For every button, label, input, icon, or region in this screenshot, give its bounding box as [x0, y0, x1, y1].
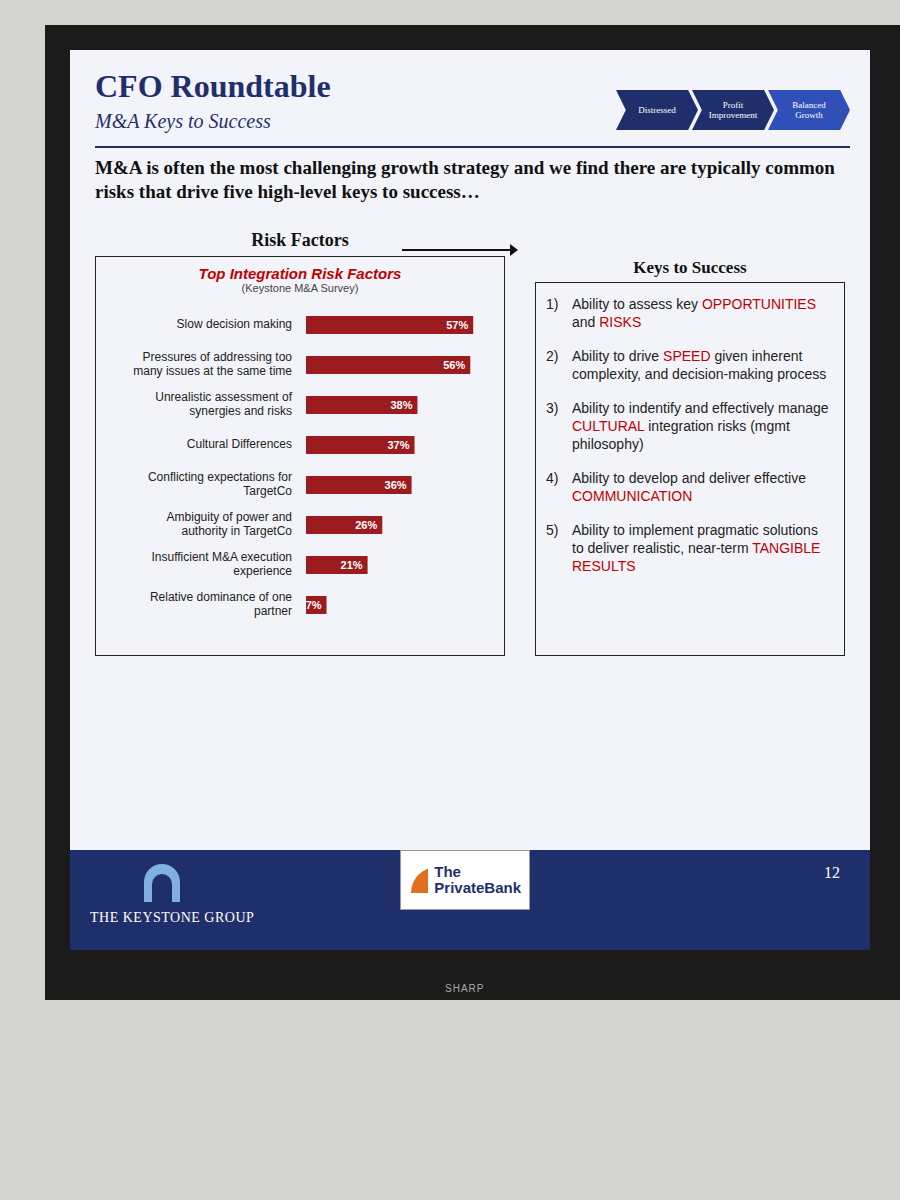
- svg-text:7%: 7%: [306, 599, 322, 611]
- svg-text:Unrealistic assessment ofsyner: Unrealistic assessment ofsynergies and r…: [155, 390, 292, 418]
- html-text:CULTURAL integration risks (mg: CULTURAL integration risks (mgmt philoso…: [572, 418, 790, 452]
- html-text:Ability to drive SPEED given i: Ability to drive SPEED given inherent co…: [572, 348, 827, 382]
- html-text:COMMUNICATION: COMMUNICATION: [572, 488, 693, 504]
- svg-text:Slow decision making: Slow decision making: [177, 317, 292, 331]
- html-text:Top Integration Risk Factors: Top Integration Risk Factors: [198, 265, 402, 282]
- html-text:Distressed: Distressed: [638, 105, 676, 115]
- svg-text:Insufficient M&A executionexpe: Insufficient M&A executionexperience: [151, 550, 292, 578]
- svg-text:Pressures of addressing tooman: Pressures of addressing toomany issues a…: [133, 350, 292, 378]
- html-text:Ability to implement pragmatic: Ability to implement pragmatic solutions…: [572, 522, 821, 574]
- html-text:12: 12: [824, 864, 840, 881]
- html-text:Profit Improvement: Profit Improvement: [708, 100, 758, 120]
- html-text:CFO Roundtable: CFO Roundtable: [95, 68, 331, 104]
- html-text:Risk Factors: Risk Factors: [251, 230, 349, 250]
- html-text:Balanced Growth: Balanced Growth: [792, 100, 826, 120]
- svg-text:Relative dominance of onepartn: Relative dominance of onepartner: [150, 590, 292, 618]
- svg-text:Cultural Differences: Cultural Differences: [187, 437, 292, 451]
- html-text:Keys to Success: Keys to Success: [633, 258, 747, 277]
- html-text:and RISKS: and RISKS: [572, 314, 642, 330]
- svg-text:26%: 26%: [355, 519, 377, 531]
- html-text:Ability to assess key OPPORTUN: Ability to assess key OPPORTUNITIES: [572, 296, 816, 312]
- html-text:2): 2): [546, 348, 559, 364]
- html-text:The PrivateBank: The PrivateBank: [434, 863, 521, 896]
- html-text:5): 5): [546, 522, 559, 538]
- svg-text:36%: 36%: [385, 479, 407, 491]
- html-text:3): 3): [546, 400, 559, 416]
- svg-text:56%: 56%: [443, 359, 465, 371]
- svg-text:37%: 37%: [388, 439, 410, 451]
- html-text:1): 1): [546, 296, 559, 312]
- svg-text:Conflicting expectations forTa: Conflicting expectations forTargetCo: [148, 470, 292, 498]
- html-text:M&A Keys to Success: M&A Keys to Success: [95, 110, 271, 132]
- html-text:M&A is often the most challeng: M&A is often the most challenging growth…: [95, 157, 835, 202]
- html-text:SHARP: SHARP: [445, 983, 485, 994]
- html-text:4): 4): [546, 470, 559, 486]
- html-text:Ability to indentify and effec: Ability to indentify and effectively man…: [572, 400, 829, 416]
- html-text:(Keystone M&A Survey): (Keystone M&A Survey): [241, 282, 359, 294]
- html-text:Ability to develop and deliver: Ability to develop and deliver effective: [572, 470, 806, 486]
- svg-text:57%: 57%: [446, 319, 468, 331]
- svg-text:Ambiguity of power andauthorit: Ambiguity of power andauthority in Targe…: [167, 510, 293, 538]
- svg-text:38%: 38%: [390, 399, 412, 411]
- svg-text:21%: 21%: [341, 559, 363, 571]
- html-text:THE KEYSTONE GROUP: THE KEYSTONE GROUP: [90, 910, 255, 925]
